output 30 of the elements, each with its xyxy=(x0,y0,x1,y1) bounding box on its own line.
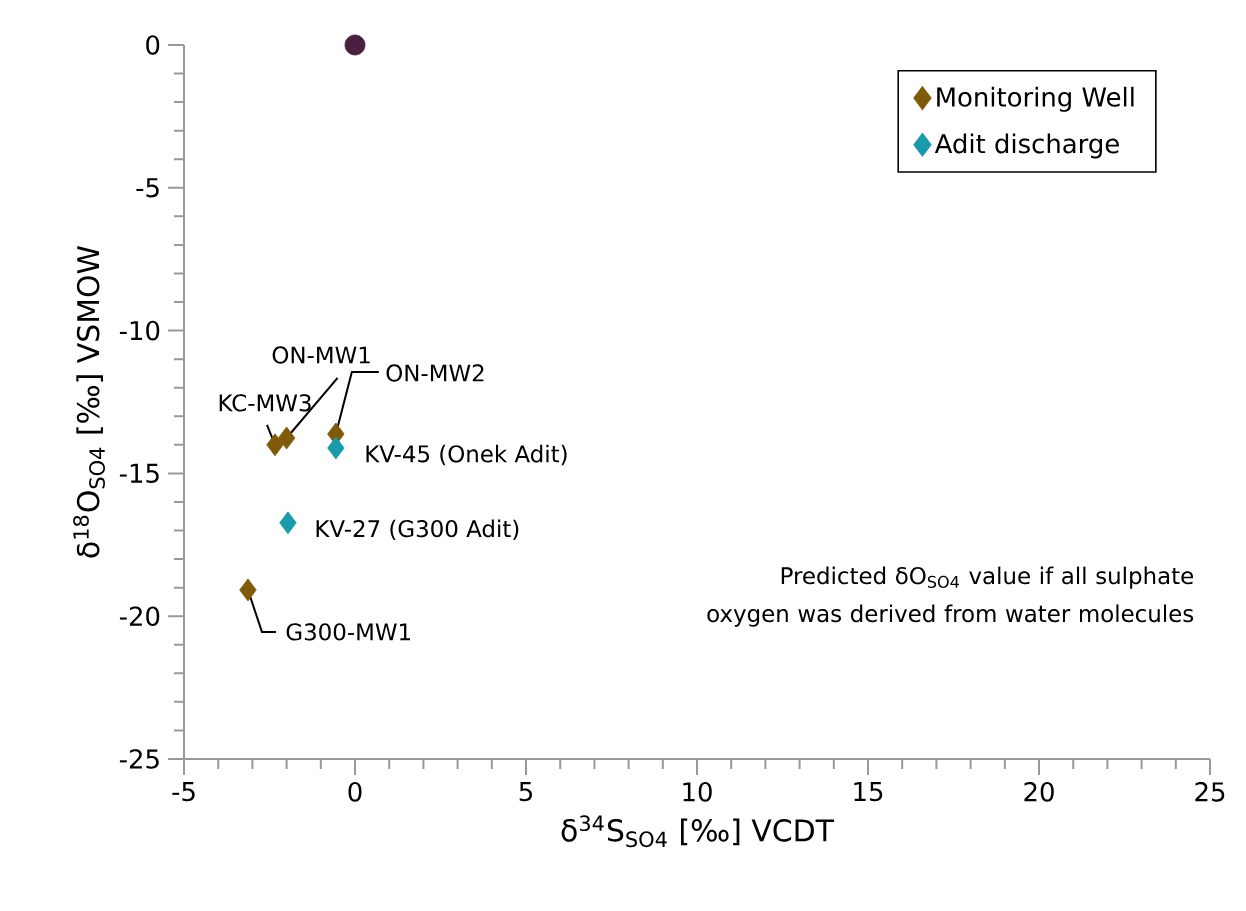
annotation: G300-MW1 xyxy=(286,623,411,641)
annotation: ON-MW1 xyxy=(272,346,370,364)
annotation: KV-27 (G300 Adit) xyxy=(316,519,519,541)
point xyxy=(344,34,366,56)
x-tick-label: 0 xyxy=(348,782,362,802)
annotation: KC-MW3 xyxy=(219,394,311,412)
x-tick-label: 10 xyxy=(683,782,712,802)
y-tick-label: -20 xyxy=(119,606,160,626)
x-axis-title: δ$^{34}$S$_{SO4}$ [‰] VCDT xyxy=(561,815,835,848)
x-tick-label: 15 xyxy=(854,782,883,802)
annotation: Predicted δO$_{SO4}$ value if all sulphate oxygen was derived from water molecules xyxy=(707,566,1194,627)
point xyxy=(327,436,345,460)
y-axis-title: δ$^{18}$O$_{SO4}$ [‰] VSMOW xyxy=(73,245,105,558)
annotation: ON-MW2 xyxy=(386,364,484,382)
y-tick-label: 0 xyxy=(146,35,160,55)
annotation: KV-45 (Onek Adit) xyxy=(366,444,567,466)
legend-label: Adit discharge xyxy=(934,133,1119,159)
x-tick-label: 25 xyxy=(1195,782,1225,802)
x-tick-label: 20 xyxy=(1024,782,1054,802)
point xyxy=(266,433,284,457)
y-tick-label: -15 xyxy=(119,463,159,484)
y-tick-label: -5 xyxy=(136,178,159,198)
point xyxy=(279,511,297,535)
point xyxy=(277,426,296,450)
point xyxy=(239,578,257,602)
legend-label: Monitoring Well xyxy=(937,86,1134,112)
x-tick-label: -5 xyxy=(172,782,195,802)
y-tick-label: -10 xyxy=(119,320,160,341)
y-tick-label: -25 xyxy=(119,749,159,769)
x-tick-label: 5 xyxy=(519,782,532,802)
